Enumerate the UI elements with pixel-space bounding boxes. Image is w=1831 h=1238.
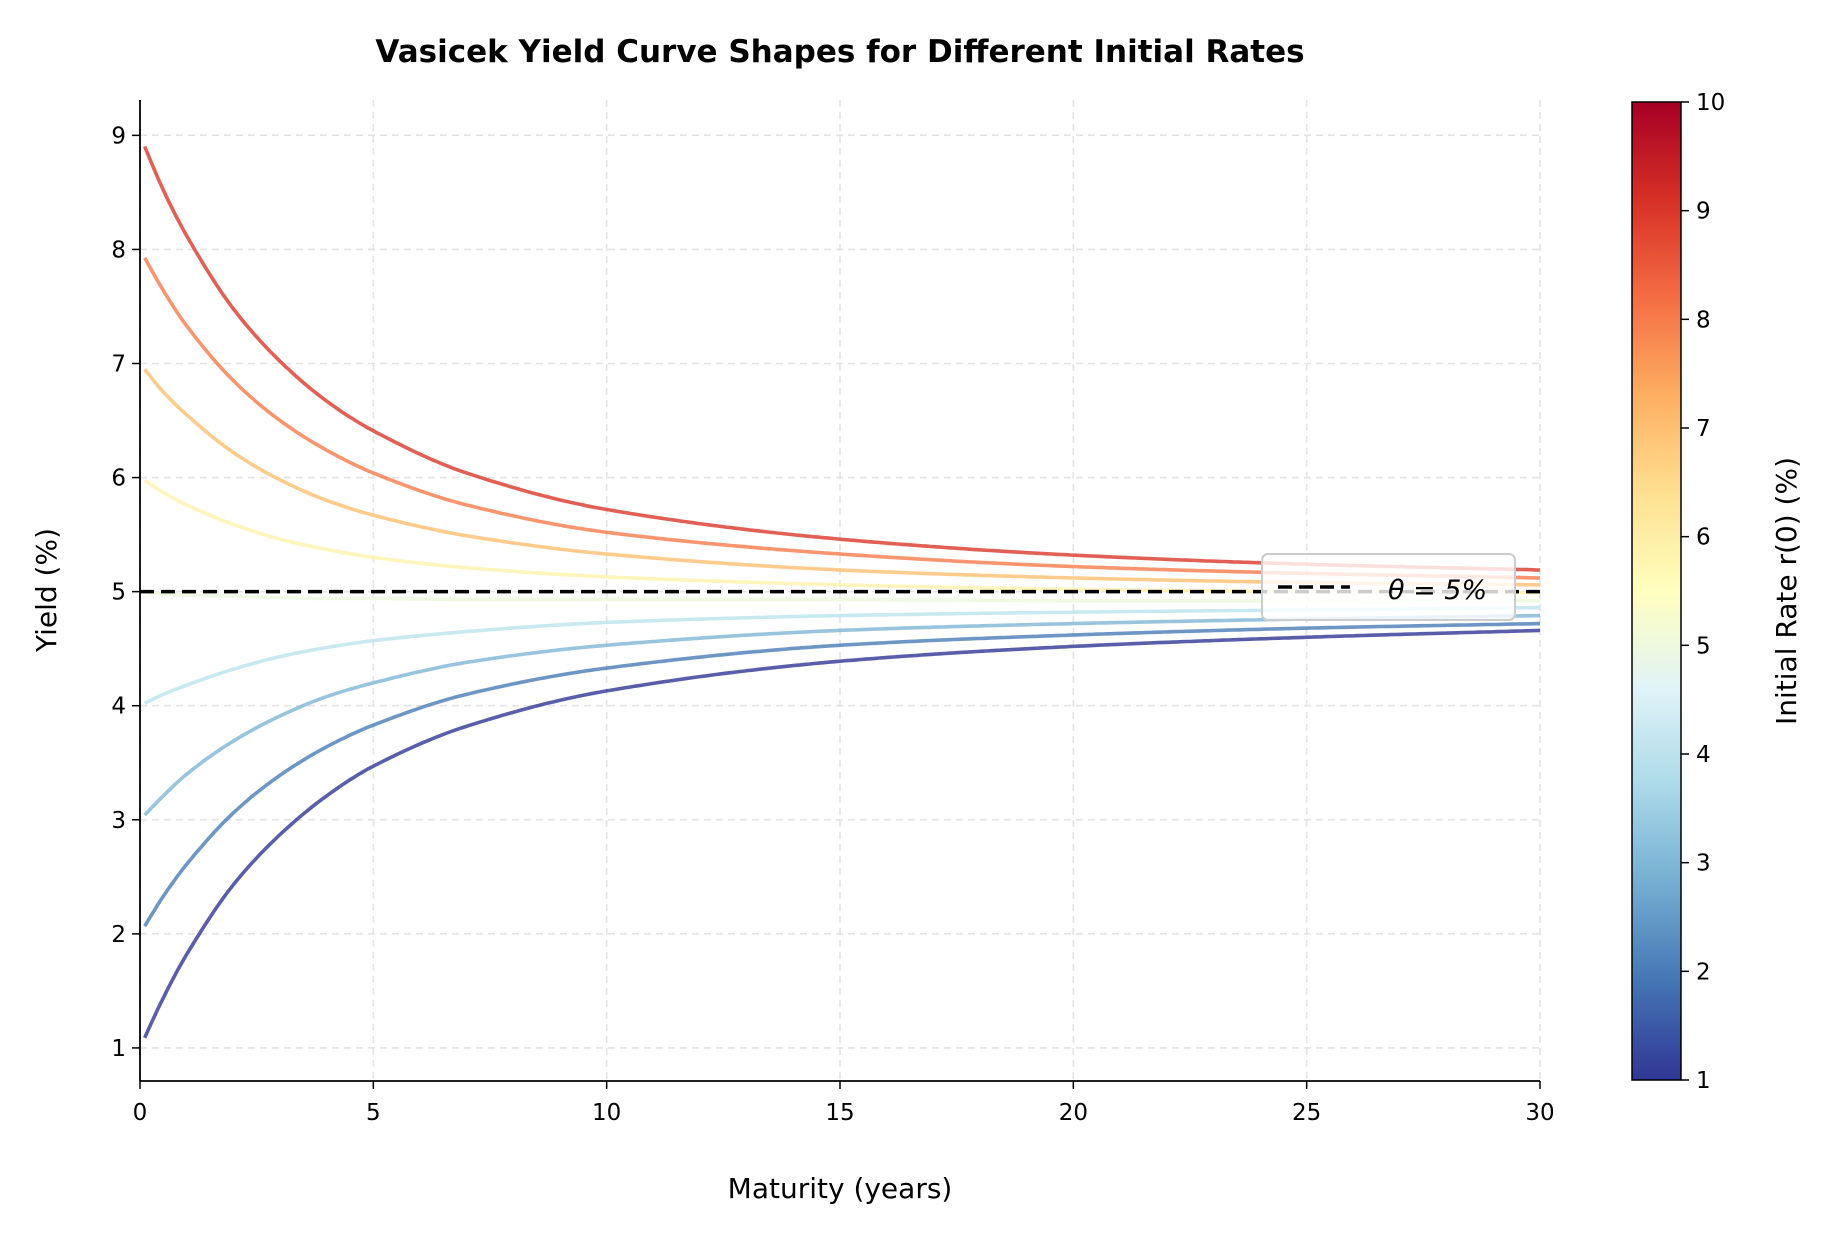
x-tick-label: 20 (1059, 1100, 1088, 1126)
colorbar-tick-label: 1 (1696, 1068, 1711, 1094)
x-tick-label: 30 (1525, 1100, 1554, 1126)
colorbar-tick-label: 2 (1696, 959, 1711, 985)
x-tick-label: 0 (133, 1100, 148, 1126)
axes: 0 5 10 15 20 25 30 1 2 3 4 5 6 7 8 9 (111, 100, 1555, 1126)
y-tick-label: 9 (111, 123, 126, 149)
colorbar-gradient (1631, 101, 1682, 1081)
colorbar-tick-label: 7 (1696, 416, 1711, 442)
yield-curve-r0-9 (143, 145, 1540, 572)
colorbar-label: Initial Rate r(0) (%) (1770, 457, 1803, 725)
colorbar-tick-label: 8 (1696, 307, 1711, 333)
x-tick-label: 25 (1292, 1100, 1321, 1126)
colorbar-tick-label: 5 (1696, 633, 1711, 659)
y-tick-label: 4 (111, 694, 126, 720)
y-tick-label: 1 (111, 1036, 126, 1062)
x-tick-label: 5 (366, 1100, 381, 1126)
y-tick-label: 2 (111, 922, 126, 948)
legend-box (1261, 553, 1516, 621)
y-tick-label: 6 (111, 466, 126, 492)
grid (139, 100, 1541, 1081)
y-tick-label: 3 (111, 808, 126, 834)
chart-title: Vasicek Yield Curve Shapes for Different… (375, 34, 1304, 70)
x-axis-label: Maturity (years) (728, 1172, 953, 1205)
legend-label: θ = 5% (1388, 575, 1487, 606)
colorbar-tick-label: 3 (1696, 851, 1711, 877)
x-tick-label: 10 (592, 1100, 621, 1126)
colorbar-tick-label: 6 (1696, 525, 1711, 551)
x-tick-label: 15 (825, 1100, 854, 1126)
colorbar-tick-label: 9 (1696, 199, 1711, 225)
colorbar: 1 2 3 4 5 6 7 8 9 10 Initial Rate r(0) (%) (1631, 90, 1803, 1094)
y-axis-label: Yield (%) (30, 528, 63, 653)
y-tick-label: 5 (111, 580, 126, 606)
yield-curve-r0-2 (143, 621, 1540, 928)
legend: θ = 5% (1261, 553, 1516, 621)
colorbar-ticks: 1 2 3 4 5 6 7 8 9 10 (1681, 90, 1725, 1094)
colorbar-tick-label: 4 (1696, 742, 1711, 768)
y-tick-label: 8 (111, 237, 126, 263)
colorbar-tick-label: 10 (1696, 90, 1725, 116)
y-tick-label: 7 (111, 352, 126, 378)
yield-curve-r0-1 (143, 628, 1540, 1039)
